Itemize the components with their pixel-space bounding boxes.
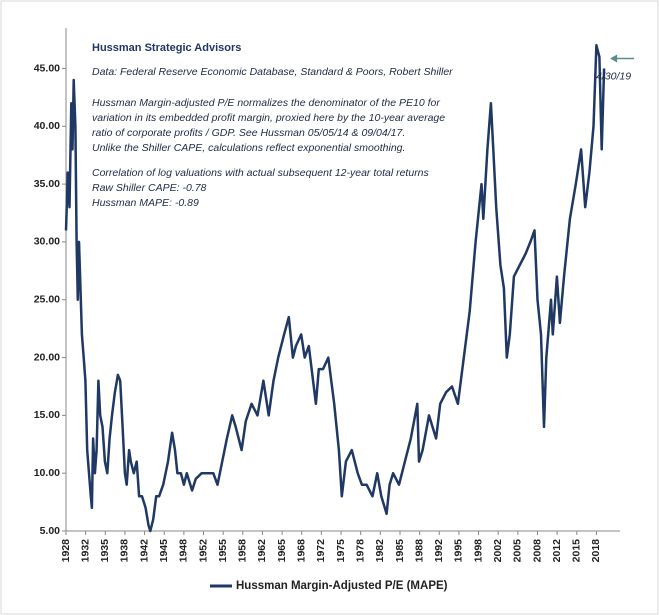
y-tick-label: 45.00 (34, 62, 60, 74)
x-tick-label: 1955 (217, 539, 229, 563)
x-tick-label: 1952 (197, 539, 209, 563)
x-tick-label: 1982 (374, 539, 386, 563)
x-tick-label: 2015 (571, 539, 583, 563)
annotation-arrowhead (610, 54, 618, 63)
annotation: Data: Federal Reserve Economic Database,… (92, 66, 453, 78)
x-tick-label: 1992 (433, 539, 445, 563)
x-tick-label: 2008 (531, 539, 543, 563)
annotation: variation in its embedded profit margin,… (92, 112, 445, 124)
y-tick-label: 15.00 (34, 409, 60, 421)
chart-title: Hussman Strategic Advisors (92, 42, 241, 54)
y-tick-label: 40.00 (34, 120, 60, 132)
annotation: 4/30/19 (596, 70, 631, 82)
x-tick-label: 1928 (60, 539, 72, 563)
x-tick-label: 1938 (119, 539, 131, 563)
x-tick-label: 1942 (138, 539, 150, 563)
x-tick-label: 2005 (512, 539, 524, 563)
x-tick-label: 2012 (551, 539, 563, 563)
x-tick-label: 1978 (354, 539, 366, 563)
x-tick-label: 1932 (79, 539, 91, 563)
y-tick-label: 20.00 (34, 351, 60, 363)
legend-label: Hussman Margin-Adjusted P/E (MAPE) (236, 580, 448, 592)
x-tick-label: 1988 (413, 539, 425, 563)
x-tick-label: 2018 (590, 539, 602, 563)
x-tick-label: 1948 (178, 539, 190, 563)
x-tick-label: 1958 (237, 539, 249, 563)
annotation: Hussman Margin-adjusted P/E normalizes t… (92, 97, 440, 109)
x-tick-label: 1968 (296, 539, 308, 563)
x-tick-label: 1995 (453, 539, 465, 563)
annotation: ratio of corporate profits / GDP. See Hu… (92, 127, 405, 139)
x-tick-label: 1962 (256, 539, 268, 563)
x-tick-label: 1998 (472, 539, 484, 563)
annotation: Hussman MAPE: -0.89 (92, 197, 199, 209)
x-tick-label: 1965 (276, 539, 288, 563)
y-tick-label: 35.00 (34, 178, 60, 190)
x-tick-label: 1935 (99, 539, 111, 563)
y-tick-label: 5.00 (40, 525, 61, 537)
annotation: Correlation of log valuations with actua… (92, 167, 430, 179)
annotation: Raw Shiller CAPE: -0.78 (92, 182, 207, 194)
y-tick-label: 10.00 (34, 467, 60, 479)
x-tick-label: 1945 (158, 539, 170, 563)
y-tick-label: 30.00 (34, 236, 60, 248)
x-tick-label: 1972 (315, 539, 327, 563)
x-tick-label: 1975 (335, 539, 347, 563)
annotation: Unlike the Shiller CAPE, calculations re… (92, 142, 405, 154)
x-tick-label: 1985 (394, 539, 406, 563)
y-tick-label: 25.00 (34, 294, 60, 306)
x-tick-label: 2002 (492, 539, 504, 563)
line-series (64, 44, 606, 533)
